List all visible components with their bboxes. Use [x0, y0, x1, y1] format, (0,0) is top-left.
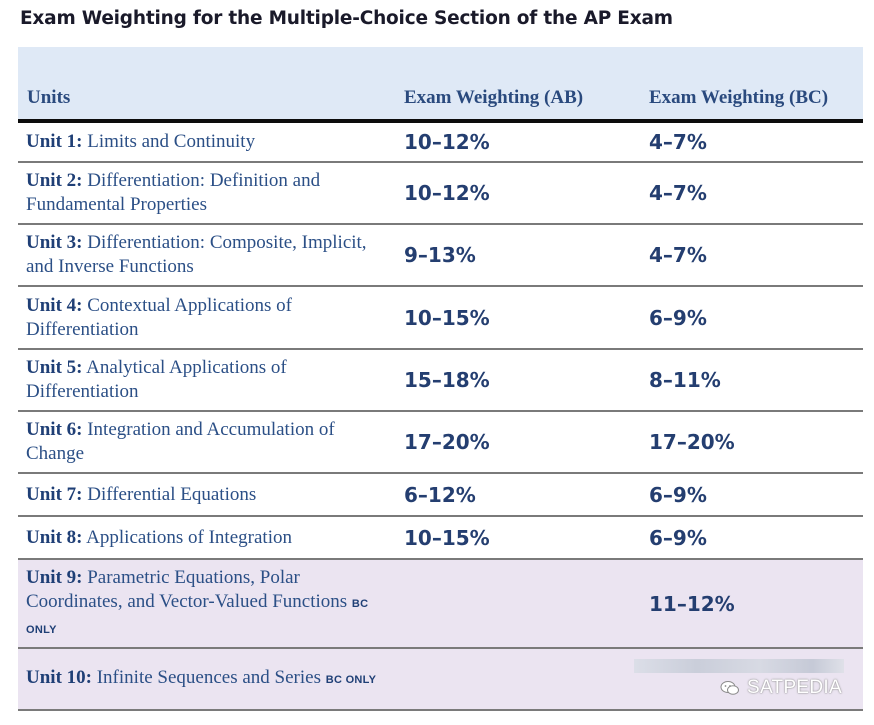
unit-number: Unit 2:: [26, 170, 83, 191]
unit-name: Integration and Accumulation of Change: [26, 419, 335, 464]
unit-number: Unit 3:: [26, 232, 83, 253]
bc-weighting: 11–12%: [644, 559, 863, 649]
unit-number: Unit 8:: [26, 526, 83, 548]
table-row: Unit 10: Infinite Sequences and Series B…: [18, 648, 863, 711]
bc-weighting: 8–11%: [644, 349, 863, 412]
unit-name: Applications of Integration: [82, 526, 292, 548]
unit-number: Unit 7:: [26, 483, 83, 505]
unit-cell: Unit 1: Limits and Continuity: [18, 121, 399, 163]
table-row: Unit 8: Applications of Integration 10–1…: [18, 516, 863, 560]
header-units: Units: [18, 47, 399, 123]
ab-weighting: 10–12%: [399, 162, 644, 225]
table-row: Unit 1: Limits and Continuity 10–12% 4–7…: [18, 121, 863, 163]
ab-weighting: 10–15%: [399, 516, 644, 560]
unit-number: Unit 6:: [26, 419, 83, 440]
table-row: Unit 5: Analytical Applications of Diffe…: [18, 349, 863, 412]
unit-name: Infinite Sequences and Series: [91, 667, 321, 688]
ab-weighting: 6–12%: [399, 473, 644, 517]
blurred-region: [634, 659, 844, 673]
ab-weighting: 9–13%: [399, 224, 644, 287]
ab-weighting: 10–15%: [399, 286, 644, 350]
page-title: Exam Weighting for the Multiple-Choice S…: [20, 8, 673, 29]
unit-cell: Unit 5: Analytical Applications of Diffe…: [18, 349, 399, 412]
unit-number: Unit 1:: [26, 131, 83, 152]
table-row: Unit 7: Differential Equations 6–12% 6–9…: [18, 473, 863, 517]
bc-weighting: 6–9%: [644, 516, 863, 560]
unit-cell: Unit 4: Contextual Applications of Diffe…: [18, 286, 399, 350]
table-header-row: Units Exam Weighting (AB) Exam Weighting…: [18, 47, 863, 123]
header-ab: Exam Weighting (AB): [399, 47, 644, 123]
bc-weighting: 6–9%: [644, 286, 863, 350]
exam-weighting-table: Units Exam Weighting (AB) Exam Weighting…: [18, 47, 863, 711]
unit-number: Unit 4:: [26, 294, 83, 316]
unit-name: Analytical Applications of Differentiati…: [26, 357, 287, 402]
unit-number: Unit 9:: [26, 566, 83, 588]
unit-name: Differentiation: Definition and Fundamen…: [26, 170, 321, 215]
bc-weighting: 4–7%: [644, 162, 863, 225]
table-row: Unit 2: Differentiation: Definition and …: [18, 162, 863, 225]
table-row: Unit 3: Differentiation: Composite, Impl…: [18, 224, 863, 287]
ab-weighting: 17–20%: [399, 411, 644, 474]
bc-weighting: 4–7%: [644, 224, 863, 287]
watermark: SATPEDIA: [622, 655, 854, 705]
table-row: Unit 6: Integration and Accumulation of …: [18, 411, 863, 474]
unit-cell: Unit 2: Differentiation: Definition and …: [18, 162, 399, 225]
unit-name: Contextual Applications of Differentiati…: [26, 294, 292, 340]
unit-cell: Unit 7: Differential Equations: [18, 473, 399, 517]
bc-only-tag: BC ONLY: [325, 674, 377, 686]
unit-name: Differentiation: Composite, Implicit, an…: [26, 232, 367, 277]
unit-name: Parametric Equations, Polar Coordinates,…: [26, 566, 348, 612]
table-row: Unit 4: Contextual Applications of Diffe…: [18, 286, 863, 350]
table-row: Unit 9: Parametric Equations, Polar Coor…: [18, 559, 863, 649]
unit-cell: Unit 8: Applications of Integration: [18, 516, 399, 560]
bc-weighting: 17–20%: [644, 411, 863, 474]
unit-cell: Unit 6: Integration and Accumulation of …: [18, 411, 399, 474]
unit-number: Unit 10:: [26, 667, 92, 688]
ab-weighting: [399, 559, 644, 649]
unit-name: Differential Equations: [82, 483, 257, 505]
unit-cell: Unit 3: Differentiation: Composite, Impl…: [18, 224, 399, 287]
ab-weighting: 15–18%: [399, 349, 644, 412]
bc-only-tag: BC ONLY: [26, 597, 369, 636]
bc-weighting: 4–7%: [644, 121, 863, 163]
ab-weighting: [399, 648, 644, 711]
unit-number: Unit 5:: [26, 357, 83, 378]
bc-weighting: [644, 648, 863, 711]
unit-name: Limits and Continuity: [82, 131, 256, 152]
watermark-text: SATPEDIA: [747, 677, 842, 698]
unit-cell: Unit 10: Infinite Sequences and Series B…: [18, 648, 399, 711]
unit-cell: Unit 9: Parametric Equations, Polar Coor…: [18, 559, 399, 649]
bc-weighting: 6–9%: [644, 473, 863, 517]
header-bc: Exam Weighting (BC): [644, 47, 863, 123]
ab-weighting: 10–12%: [399, 121, 644, 163]
wechat-icon: [720, 681, 739, 695]
